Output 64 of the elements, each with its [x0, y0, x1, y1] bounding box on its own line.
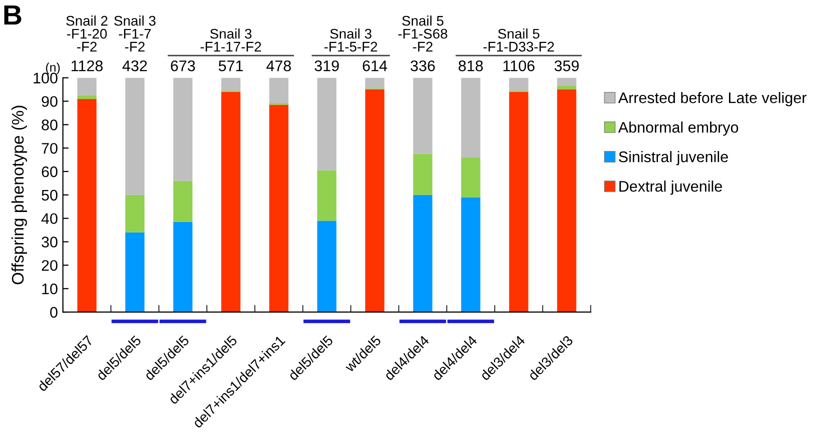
bar: [173, 180, 192, 222]
text: 614: [362, 60, 388, 72]
y-axis-title: Offspring phenotype (%): [11, 106, 28, 284]
y-tick-label: 40: [41, 213, 58, 224]
bar: [173, 78, 192, 181]
legend-label: Dextral juvenile: [619, 180, 722, 195]
y-tick-label: 0: [50, 306, 58, 318]
bar: [461, 157, 480, 198]
y-tick-label: 70: [42, 142, 58, 154]
text: 673: [170, 60, 195, 72]
bar: [77, 78, 96, 96]
bar: [221, 78, 240, 91]
text: B: [4, 5, 22, 25]
bar: [317, 220, 336, 312]
legend-label: Sinistral juvenile: [618, 151, 728, 166]
text: 336: [410, 60, 435, 72]
text: 359: [554, 60, 579, 72]
legend-label: Arrested before Late veliger: [618, 92, 806, 106]
bar: [269, 78, 288, 104]
y-tick-label: 30: [42, 236, 58, 248]
y-tick-label: 100: [34, 72, 58, 84]
bar: [461, 78, 480, 158]
bar: [413, 154, 432, 195]
text: Snail 2 -F1-20 -F2: [66, 16, 108, 52]
text: 1128: [72, 60, 103, 72]
bar: [269, 104, 288, 312]
text: Snail 3 -F1-5-F2: [324, 28, 378, 52]
bar: [365, 78, 384, 88]
text: 319: [314, 60, 339, 72]
y-tick-label: 60: [42, 166, 58, 178]
bar: [509, 78, 528, 91]
text: Snail 3 -F1-17-F2: [200, 28, 262, 52]
bar: [77, 95, 96, 99]
bar: [365, 90, 384, 312]
text: 818: [458, 60, 483, 72]
y-tick-label: 50: [42, 190, 58, 201]
bar: [125, 194, 144, 232]
text: (n): [46, 62, 60, 74]
bar: [173, 222, 192, 312]
bar: [413, 194, 432, 312]
y-tick-label: 80: [42, 120, 58, 130]
text: Snail 5 -F1-S68 -F2: [398, 16, 448, 52]
bar: [509, 92, 528, 312]
bar: [557, 90, 576, 312]
text: 478: [266, 60, 291, 72]
y-tick-label: 90: [42, 96, 58, 107]
bar: [317, 78, 336, 170]
bar: [125, 232, 144, 312]
bar: [557, 86, 576, 90]
y-tick-label: 10: [42, 283, 58, 294]
bar: [77, 98, 96, 312]
y-tick-label: 20: [42, 260, 58, 271]
text: Snail 5 -F1-D33-F2: [483, 28, 554, 52]
bar: [221, 92, 240, 312]
bar: [413, 78, 432, 154]
bar: [125, 78, 144, 195]
bar: [461, 197, 480, 312]
text: Snail 3 -F1-7 -F2: [114, 16, 156, 52]
bar: [317, 170, 336, 221]
text: 432: [122, 60, 147, 72]
text: 571: [218, 60, 243, 72]
bar: [557, 78, 576, 86]
text: 1106: [503, 60, 534, 72]
legend-label: Abnormal embryo: [618, 122, 738, 136]
